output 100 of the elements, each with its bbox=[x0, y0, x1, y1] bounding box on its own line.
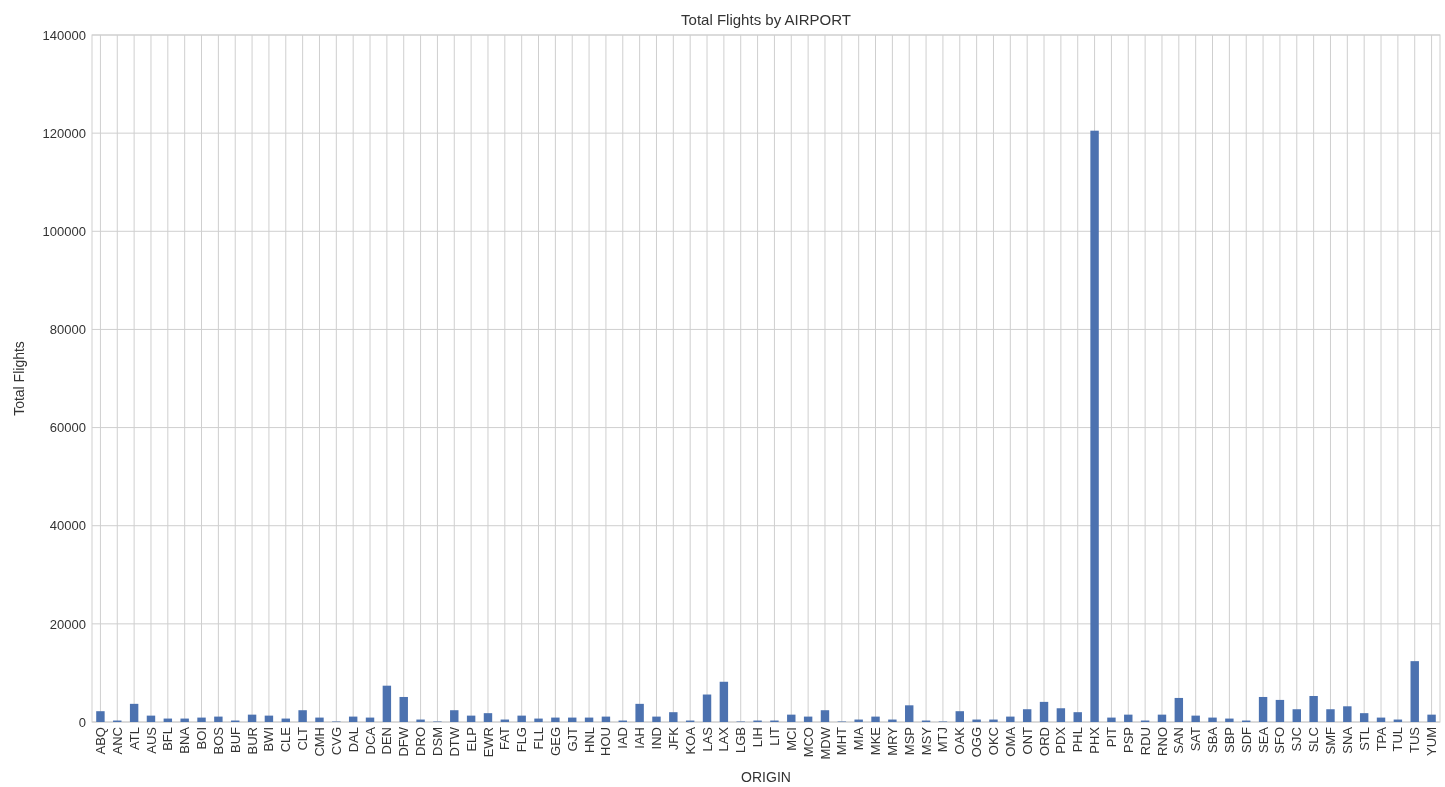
bar bbox=[180, 718, 189, 722]
x-tick-label: MTJ bbox=[935, 727, 951, 753]
x-tick-label: LAS bbox=[699, 726, 715, 752]
x-tick-label: RNO bbox=[1154, 727, 1170, 756]
x-tick-label: MDW bbox=[817, 726, 833, 760]
bar bbox=[871, 716, 880, 722]
bar bbox=[1107, 717, 1116, 722]
bar bbox=[214, 716, 223, 722]
bar bbox=[1006, 716, 1015, 722]
bar bbox=[382, 685, 392, 722]
bar bbox=[1022, 709, 1032, 722]
bar bbox=[1258, 696, 1268, 722]
x-tick-label: SFO bbox=[1272, 727, 1288, 754]
x-tick-label: PHL bbox=[1070, 727, 1086, 753]
x-tick-label: BFL bbox=[160, 727, 176, 751]
x-tick-label: BOI bbox=[194, 727, 210, 750]
x-tick-label: BUF bbox=[227, 726, 243, 753]
bar bbox=[1157, 714, 1167, 722]
x-tick-label: CLT bbox=[295, 726, 311, 751]
x-tick-label: DSM bbox=[429, 727, 445, 756]
x-tick-label: PSP bbox=[1120, 727, 1136, 754]
x-tick-label: ANC bbox=[109, 727, 125, 755]
bar bbox=[551, 717, 560, 722]
x-tick-label: MSP bbox=[901, 727, 917, 756]
x-tick-label: GJT bbox=[564, 726, 580, 752]
x-tick-label: OMA bbox=[1002, 726, 1018, 757]
bar bbox=[1073, 712, 1082, 722]
x-tick-label: PHX bbox=[1087, 726, 1103, 754]
bar bbox=[534, 718, 543, 722]
x-tick-label: FAT bbox=[497, 726, 513, 750]
x-tick-label: MRY bbox=[884, 726, 900, 756]
x-tick-label: LIH bbox=[750, 727, 766, 748]
bar bbox=[1359, 713, 1369, 722]
x-tick-label: EWR bbox=[480, 727, 496, 758]
bar bbox=[652, 716, 661, 722]
y-tick-label: 40000 bbox=[49, 518, 86, 534]
x-tick-label: ATL bbox=[126, 727, 142, 750]
x-tick-label: ONT bbox=[1019, 726, 1035, 755]
x-tick-label: CMH bbox=[312, 727, 328, 757]
x-tick-label: MHT bbox=[834, 726, 850, 756]
x-tick-label: LIT bbox=[766, 726, 782, 746]
x-tick-label: BWI bbox=[261, 727, 277, 752]
x-tick-label: MCI bbox=[783, 727, 799, 751]
bar bbox=[1326, 709, 1335, 722]
x-tick-label: OKC bbox=[986, 727, 1002, 756]
x-tick-label: FLL bbox=[531, 727, 547, 750]
bar bbox=[298, 710, 307, 722]
y-tick-label: 0 bbox=[78, 714, 86, 730]
x-tick-label: MKE bbox=[868, 726, 884, 756]
x-tick-label: AUS bbox=[143, 726, 159, 754]
x-tick-label: IAH bbox=[632, 727, 648, 749]
x-tick-label: SAT bbox=[1188, 726, 1204, 752]
x-tick-label: LAX bbox=[716, 726, 732, 752]
bar bbox=[1309, 695, 1318, 722]
x-tick-label: JFK bbox=[665, 726, 681, 751]
x-axis-title: ORIGIN bbox=[741, 769, 791, 785]
x-tick-label: DFW bbox=[396, 726, 412, 757]
x-tick-label: HNL bbox=[581, 727, 597, 754]
y-tick-label: 80000 bbox=[49, 322, 86, 338]
bar bbox=[702, 694, 712, 722]
bar bbox=[1090, 130, 1099, 722]
bar bbox=[719, 681, 729, 722]
y-tick-label: 120000 bbox=[42, 125, 86, 141]
x-tick-label: DAL bbox=[345, 727, 361, 753]
x-tick-label: TUS bbox=[1407, 726, 1423, 753]
bar bbox=[669, 712, 678, 722]
bar bbox=[315, 717, 324, 722]
x-tick-label: SMF bbox=[1323, 726, 1339, 755]
x-tick-label: FLG bbox=[514, 727, 530, 753]
bar bbox=[787, 714, 796, 722]
bar bbox=[1124, 714, 1133, 722]
x-tick-label: STL bbox=[1356, 727, 1372, 751]
bar bbox=[399, 696, 408, 722]
x-tick-label: TPA bbox=[1373, 726, 1389, 752]
x-tick-label: GEG bbox=[547, 727, 563, 756]
bar bbox=[955, 711, 964, 722]
bar bbox=[1292, 709, 1301, 722]
bar bbox=[450, 710, 459, 722]
x-tick-label: SBA bbox=[1205, 726, 1221, 754]
bar bbox=[820, 710, 830, 722]
bar bbox=[1427, 714, 1436, 722]
bar bbox=[129, 703, 139, 722]
bar bbox=[1343, 706, 1352, 722]
x-tick-label: SAN bbox=[1171, 727, 1187, 754]
x-tick-label: MIA bbox=[851, 726, 867, 751]
bar bbox=[1410, 661, 1419, 722]
bar bbox=[1225, 718, 1234, 722]
bar bbox=[483, 713, 493, 722]
x-tick-label: DTW bbox=[446, 726, 462, 757]
x-tick-label: DCA bbox=[362, 726, 378, 755]
x-tick-label: IND bbox=[649, 727, 665, 750]
x-tick-label: LGB bbox=[733, 727, 749, 754]
chart-title: Total Flights by AIRPORT bbox=[681, 11, 851, 28]
bar bbox=[1208, 717, 1217, 722]
x-tick-label: SEA bbox=[1255, 726, 1271, 754]
x-tick-label: PIT bbox=[1103, 726, 1119, 748]
x-tick-label: MCO bbox=[800, 727, 816, 758]
bar bbox=[247, 714, 257, 722]
bar bbox=[1056, 708, 1066, 722]
bar bbox=[1275, 699, 1285, 722]
